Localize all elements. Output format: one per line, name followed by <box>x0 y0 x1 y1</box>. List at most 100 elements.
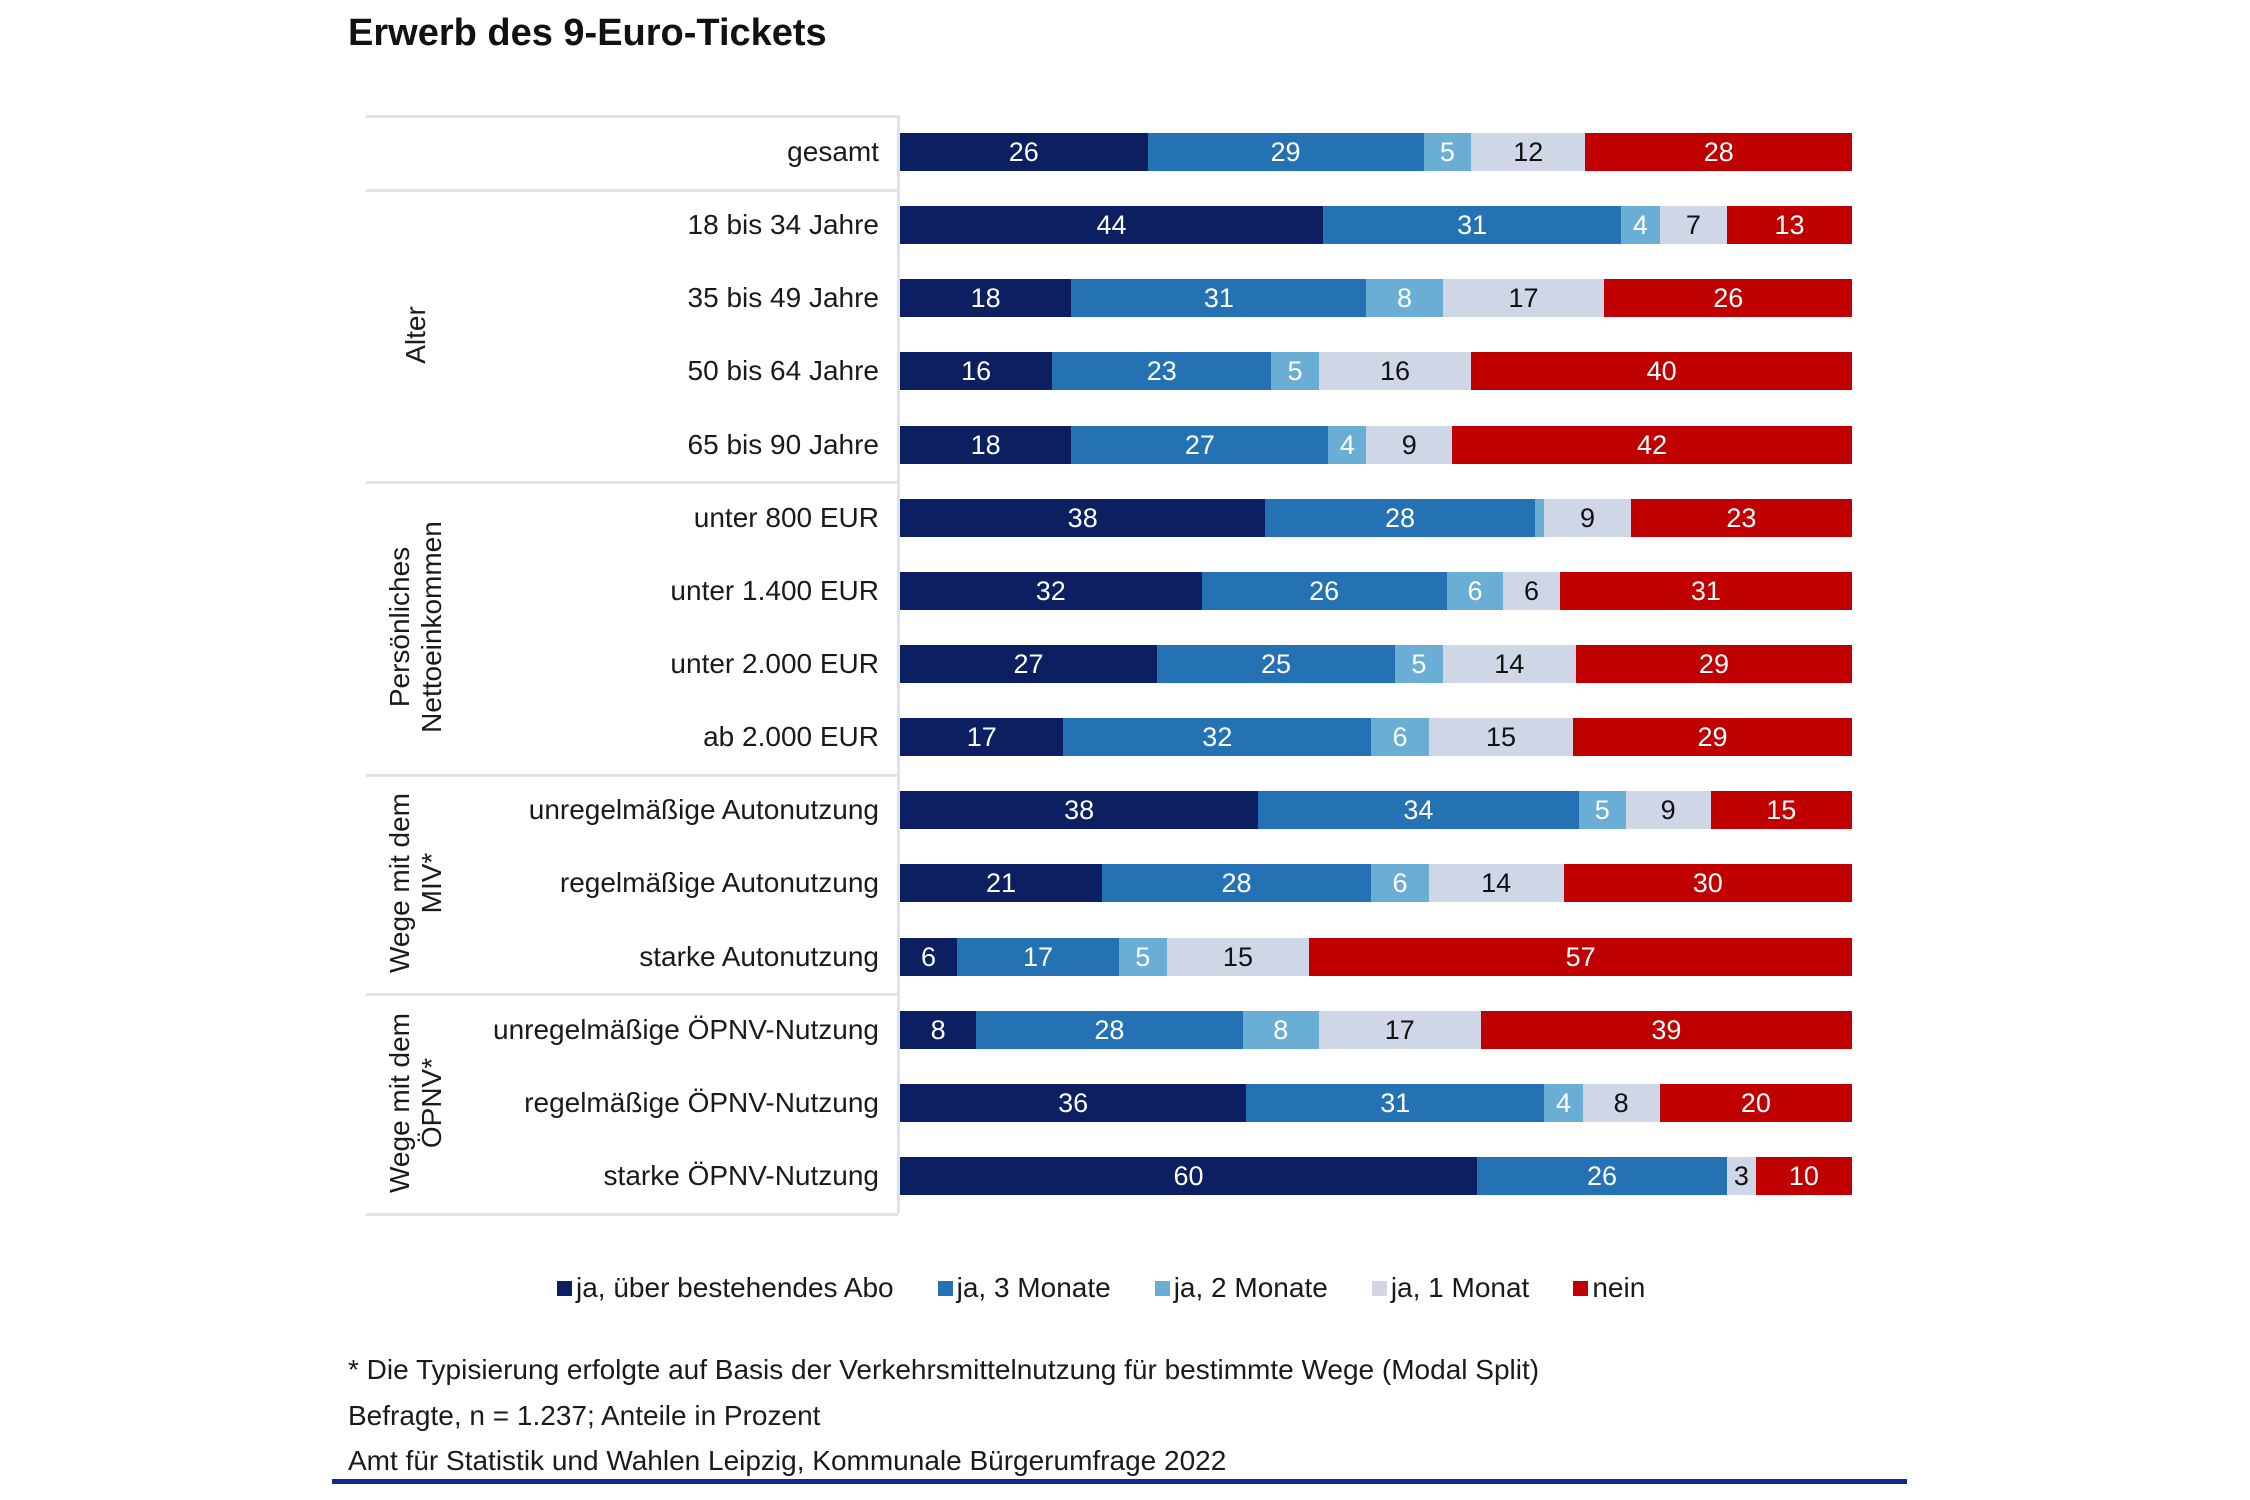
data-label: 8 <box>1613 1087 1629 1118</box>
legend-swatch <box>937 1280 953 1296</box>
data-label: 42 <box>1637 429 1668 460</box>
bar-segment: 15 <box>1166 937 1310 976</box>
data-label: 23 <box>1726 502 1757 533</box>
bar-segment: 40 <box>1471 352 1852 391</box>
bar-segment: 23 <box>1052 352 1272 391</box>
data-label: 36 <box>1058 1087 1089 1118</box>
legend-swatch <box>1371 1280 1387 1296</box>
data-label: 44 <box>1096 210 1127 241</box>
bar-segment: 4 <box>1328 425 1367 464</box>
row-label: ab 2.000 EUR <box>703 721 879 753</box>
legend-item-3-monate: ja, 3 Monate <box>937 1272 1111 1304</box>
bar-segment: 31 <box>1323 206 1622 245</box>
data-label: 18 <box>970 283 1001 314</box>
row-label: regelmäßige Autonutzung <box>559 867 879 899</box>
data-label: 9 <box>1660 795 1676 826</box>
bar-segment: 60 <box>900 1156 1477 1195</box>
bar-segment: 21 <box>900 864 1102 903</box>
bar-segment: 42 <box>1452 425 1852 464</box>
bar-segment: 28 <box>1265 498 1535 537</box>
data-label: 13 <box>1774 210 1805 241</box>
legend-item-abo: ja, über bestehendes Abo <box>557 1272 894 1304</box>
bar-segment: 14 <box>1442 644 1576 683</box>
bar-segment: 26 <box>900 133 1148 171</box>
row-label: unter 800 EUR <box>693 501 879 533</box>
row-label: starke ÖPNV-Nutzung <box>603 1159 879 1191</box>
bar-segment: 5 <box>1423 133 1472 171</box>
data-label: 28 <box>1094 1014 1125 1045</box>
row-label: gesamt <box>787 136 879 167</box>
bar-segment: 17 <box>1442 279 1605 318</box>
bar-segment: 28 <box>1585 133 1852 171</box>
legend-label: ja, 3 Monate <box>956 1272 1111 1303</box>
bar-segment: 28 <box>976 1010 1243 1049</box>
row-label: unter 2.000 EUR <box>670 647 879 679</box>
bar-segment: 26 <box>1476 1156 1727 1195</box>
bar-segment: 5 <box>1118 937 1167 976</box>
bar-segment: 16 <box>900 352 1053 391</box>
data-label: 23 <box>1146 356 1177 387</box>
bar-segment: 29 <box>1147 133 1424 171</box>
data-label: 29 <box>1698 648 1729 679</box>
bar-segment: 31 <box>1559 571 1852 610</box>
footnote-source: Amt für Statistik und Wahlen Leipzig, Ko… <box>348 1445 1227 1476</box>
data-label: 26 <box>1713 283 1744 314</box>
legend-item-2-monate: ja, 2 Monate <box>1154 1272 1328 1304</box>
data-label: 32 <box>1202 722 1233 753</box>
data-label: 6 <box>921 941 937 972</box>
bar-segment: 30 <box>1563 864 1852 903</box>
legend-swatch <box>1573 1280 1589 1296</box>
bar-segment <box>1534 498 1545 537</box>
data-label: 8 <box>1273 1014 1289 1045</box>
data-label: 18 <box>970 429 1001 460</box>
data-label: 7 <box>1685 210 1701 241</box>
data-label: 40 <box>1646 356 1677 387</box>
row-label: unter 1.400 EUR <box>670 574 879 606</box>
bar-segment: 38 <box>900 498 1266 537</box>
bar-segment: 6 <box>1371 864 1429 903</box>
data-label: 15 <box>1485 722 1517 753</box>
bar-segment: 29 <box>1573 718 1852 757</box>
data-label: 60 <box>1173 1160 1204 1191</box>
data-label: 17 <box>1508 283 1539 314</box>
data-label: 5 <box>1287 356 1303 387</box>
bar-segment: 6 <box>1371 718 1429 757</box>
bar-segment: 23 <box>1630 498 1852 537</box>
bar-segment: 44 <box>900 206 1324 245</box>
group-separator <box>366 115 898 118</box>
group-separator <box>366 773 898 777</box>
bar-segment: 17 <box>957 937 1119 976</box>
bar-segment: 8 <box>1242 1010 1319 1049</box>
bar-segment: 8 <box>1582 1083 1660 1122</box>
row-label: 18 bis 34 Jahre <box>687 209 879 241</box>
legend-swatch <box>557 1280 572 1296</box>
bar-segment: 31 <box>1246 1083 1545 1122</box>
bar-segment: 25 <box>1157 644 1396 683</box>
data-label: 15 <box>1222 941 1253 972</box>
legend-item-nein: nein <box>1573 1272 1645 1304</box>
data-label: 17 <box>966 722 997 753</box>
legend-label: nein <box>1592 1272 1646 1303</box>
group-label-line: Wege mit dem <box>384 1012 415 1193</box>
data-label: 17 <box>1023 941 1054 972</box>
data-label: 5 <box>1594 795 1610 826</box>
data-label: 6 <box>1392 722 1408 753</box>
bar-segment: 16 <box>1318 352 1472 391</box>
data-label: 39 <box>1651 1014 1682 1045</box>
bottom-rule <box>332 1479 1907 1484</box>
data-label: 16 <box>961 356 992 387</box>
row-label: unregelmäßige ÖPNV-Nutzung <box>493 1013 879 1045</box>
data-label: 5 <box>1439 137 1455 167</box>
bar-segment: 17 <box>900 718 1064 757</box>
bar-segment: 3 <box>1726 1156 1756 1195</box>
bar-segment: 5 <box>1395 644 1443 683</box>
data-label: 6 <box>1392 868 1408 899</box>
data-label: 12 <box>1513 137 1544 167</box>
legend-label: ja, 2 Monate <box>1173 1272 1328 1303</box>
data-label: 10 <box>1788 1160 1819 1191</box>
group-separator <box>366 1212 898 1216</box>
bar-segment: 15 <box>1710 791 1852 830</box>
row-label: regelmäßige ÖPNV-Nutzung <box>524 1086 879 1118</box>
data-label: 4 <box>1339 429 1355 460</box>
legend-label: ja, über bestehendes Abo <box>576 1272 894 1303</box>
